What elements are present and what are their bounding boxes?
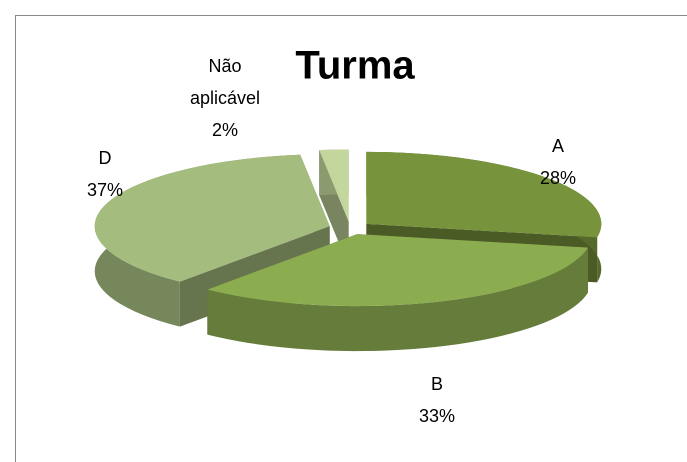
slice-top bbox=[94, 154, 330, 282]
category-label: Não aplicável bbox=[189, 56, 261, 108]
pie-slice bbox=[207, 234, 589, 352]
slice-top bbox=[319, 149, 349, 222]
value-label: 2% bbox=[211, 120, 238, 140]
value-label: 33% bbox=[418, 406, 456, 426]
data-label: Não aplicável 2% bbox=[180, 50, 270, 146]
category-label: D bbox=[98, 148, 112, 168]
slice-top bbox=[366, 151, 602, 238]
pie-slice bbox=[319, 149, 349, 267]
category-label: A bbox=[551, 136, 564, 156]
slice-top bbox=[207, 234, 589, 307]
value-label: 28% bbox=[539, 168, 577, 188]
data-label: A 28% bbox=[513, 130, 603, 194]
chart-border bbox=[15, 15, 687, 462]
category-label: B bbox=[430, 374, 443, 394]
data-label: B 33% bbox=[392, 368, 482, 432]
chart-title: Turma bbox=[295, 44, 415, 88]
data-label: D 37% bbox=[60, 142, 150, 206]
value-label: 37% bbox=[86, 180, 124, 200]
slice-side bbox=[207, 247, 589, 352]
